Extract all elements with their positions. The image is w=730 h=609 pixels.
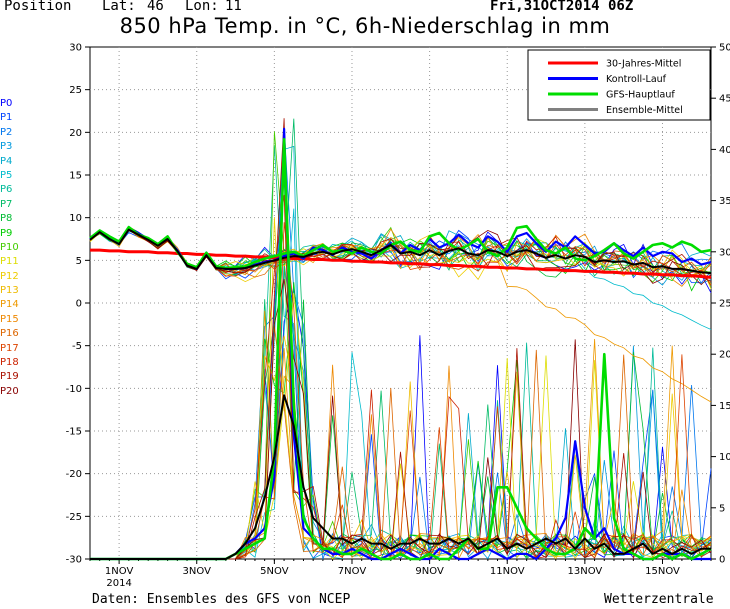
- y-left-tick-label: -10: [66, 384, 82, 395]
- 30-jahres-mittel-line: [90, 248, 712, 279]
- y-left-tick-label: 15: [69, 171, 82, 182]
- x-tick-label: 7NOV: [338, 566, 367, 577]
- member-label-p14: P14: [0, 299, 19, 311]
- ensemble-mittel-line: [89, 228, 712, 275]
- x-tick-label: 9NOV: [415, 566, 444, 577]
- x-tick-label: 15NOV: [645, 566, 680, 577]
- y-left-tick-label: 20: [69, 128, 82, 139]
- run-date: Fri,31OCT2014 06Z: [490, 0, 634, 14]
- x-tick-label: 13NOV: [567, 566, 602, 577]
- ensemble-mittel-niederschlag-line: [90, 394, 711, 560]
- member-label-p11: P11: [0, 256, 19, 268]
- member-label-p8: P8: [0, 213, 13, 225]
- legend-label-control: Kontroll-Lauf: [606, 74, 667, 85]
- member-label-p13: P13: [0, 285, 19, 297]
- x-tick-label: 1NOV: [105, 566, 134, 577]
- y-right-tick-label: 10: [719, 452, 730, 463]
- member-label-p0: P0: [0, 98, 13, 109]
- x-tick-label: 5NOV: [260, 566, 289, 577]
- y-left-tick-label: 10: [69, 213, 82, 224]
- member-label-p9: P9: [0, 227, 13, 239]
- plot-area: [89, 46, 712, 560]
- legend-label-gfs: GFS-Hauptlauf: [606, 90, 675, 101]
- member-label-p1: P1: [0, 112, 13, 124]
- brand-label: Wetterzentrale: [604, 592, 714, 607]
- member-label-p6: P6: [0, 184, 13, 196]
- y-left-tick-label: -30: [66, 555, 82, 566]
- y-left-tick-label: 5: [76, 256, 82, 267]
- lat-label: Lat:: [102, 0, 136, 14]
- y-right-tick-label: 30: [719, 247, 730, 258]
- x-tick-label: 11NOV: [490, 566, 525, 577]
- y-right-tick-label: 20: [719, 350, 730, 361]
- member-label-p10: P10: [0, 241, 19, 253]
- member-label-p7: P7: [0, 198, 13, 210]
- member-label-p20: P20: [0, 385, 19, 397]
- y-right-tick-label: 50: [719, 43, 730, 54]
- member-temp-line: [89, 229, 712, 286]
- y-right-tick-label: 5: [719, 503, 725, 514]
- y-right-tick-label: 35: [719, 196, 730, 207]
- y-left-tick-label: -15: [66, 427, 82, 438]
- member-label-p18: P18: [0, 357, 19, 369]
- member-label-p2: P2: [0, 126, 13, 138]
- y-left-tick-label: 0: [76, 299, 82, 310]
- y-right-tick-label: 25: [719, 299, 730, 310]
- member-label-p16: P16: [0, 328, 19, 340]
- member-label-p19: P19: [0, 371, 19, 383]
- member-label-p12: P12: [0, 270, 19, 282]
- lat-value: 46: [147, 0, 164, 14]
- member-label-p17: P17: [0, 342, 19, 354]
- gfs-hauptlauf-line: [89, 224, 712, 270]
- y-left-tick-label: -20: [66, 469, 82, 480]
- y-right-tick-label: 45: [719, 94, 730, 105]
- lon-label: Lon:: [185, 0, 219, 14]
- legend-label-ensmean: Ensemble-Mittel: [606, 105, 683, 116]
- y-left-tick-label: 25: [69, 85, 82, 96]
- y-right-tick-label: 15: [719, 401, 730, 412]
- member-label-p3: P3: [0, 141, 13, 153]
- y-left-tick-label: -25: [66, 512, 82, 523]
- y-left-tick-label: 30: [69, 43, 82, 54]
- chart-title: 850 hPa Temp. in °C, 6h-Niederschlag in …: [119, 14, 611, 38]
- y-right-tick-label: 40: [719, 145, 730, 156]
- x-tick-label: 3NOV: [183, 566, 212, 577]
- y-left-tick-label: -5: [72, 341, 82, 352]
- lon-value: 11: [225, 0, 242, 14]
- member-label-p5: P5: [0, 169, 13, 181]
- x-tick-sublabel: 2014: [106, 578, 131, 589]
- member-label-p15: P15: [0, 313, 19, 325]
- member-legend: P0 P1 P2 P3 P4 P5 P6 P7 P8 P9 P10 P11 P12 P13 P14 P15 P1…: [0, 97, 19, 399]
- legend-label-climate: 30-Jahres-Mittel: [606, 59, 681, 70]
- position-label: Position: [4, 0, 72, 14]
- member-label-p4: P4: [0, 155, 13, 167]
- y-right-tick-label: 0: [719, 555, 725, 566]
- data-source: Daten: Ensembles des GFS von NCEP: [92, 592, 351, 607]
